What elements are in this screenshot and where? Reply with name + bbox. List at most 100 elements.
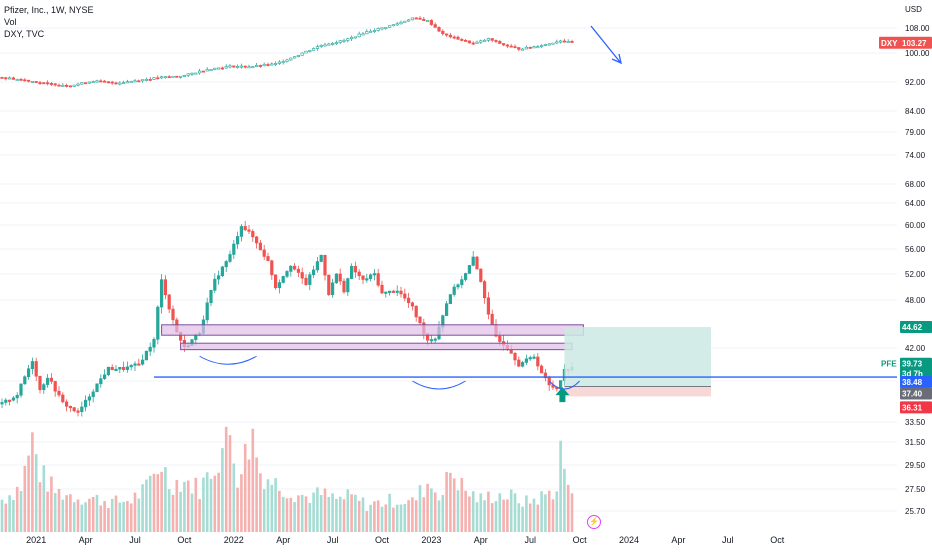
volume-bar [506, 499, 509, 532]
dxy-candle [479, 40, 483, 43]
dxy-candle [68, 85, 72, 88]
time-tick-label: 2022 [224, 535, 244, 545]
dxy-candle [422, 18, 426, 21]
pfe-candle [357, 271, 361, 277]
dxy-candle [338, 40, 342, 43]
price-tick-label: 64.00 [905, 199, 926, 208]
volume-bar [369, 504, 372, 532]
dxy-candle [239, 65, 244, 68]
dxy-candle [349, 36, 354, 40]
entry-badge-bg [900, 387, 932, 400]
dxy-candle [387, 25, 392, 28]
dxy-candle [61, 85, 65, 87]
dxy-candle [49, 83, 53, 85]
volume-bar [544, 494, 547, 532]
dxy-candle [285, 59, 289, 62]
dxy-candle [4, 77, 8, 80]
pfe-candle [270, 260, 274, 276]
pfe-candle [517, 359, 521, 367]
volume-bar [430, 488, 433, 532]
currency-label: USD [905, 5, 922, 14]
price-axis-bg [897, 0, 932, 550]
pfe-candle [114, 368, 118, 371]
pfe-candle [65, 401, 69, 407]
dxy-candle [281, 61, 285, 64]
price-tick-label: 108.00 [905, 24, 930, 33]
dxy-candle [175, 75, 179, 78]
dxy-candle [99, 80, 103, 83]
volume-bar [422, 497, 426, 532]
dxy-candle [65, 85, 69, 87]
legend-symbol: Pfizer, Inc., 1W, NYSE [4, 5, 94, 15]
volume-bar [532, 498, 536, 532]
volume-bar [285, 498, 289, 532]
dxy-candle [84, 82, 88, 85]
dxy-candle [209, 69, 213, 72]
time-tick-label: Jul [722, 535, 734, 545]
pfe-candle [403, 293, 407, 299]
volume-bar [361, 497, 365, 532]
volume-bar [46, 491, 49, 532]
volume-bar [392, 507, 395, 532]
volume-bar [84, 502, 87, 532]
price-tick-label: 79.00 [905, 128, 926, 137]
time-tick-label: Oct [177, 535, 192, 545]
target-badge-bg [900, 321, 932, 334]
time-tick-label: Oct [573, 535, 588, 545]
pfe-candle [292, 265, 297, 270]
dxy-candle [414, 17, 418, 20]
dxy-candle [486, 38, 491, 41]
volume-bar [255, 457, 258, 532]
volume-bar [300, 494, 304, 532]
lightning-icon[interactable]: ⚡ [587, 515, 601, 529]
dxy-candle [148, 79, 152, 81]
dxy-candle [76, 83, 80, 86]
volume-bar [464, 490, 467, 532]
pfe-candle [361, 275, 365, 280]
dxy-tag-bg [879, 36, 901, 49]
price-tick-label: 42.00 [905, 344, 926, 353]
legend-volume: Vol [4, 17, 17, 27]
dxy-candle [262, 64, 266, 67]
pfe-candle [137, 363, 141, 366]
pfe-candle [141, 359, 145, 365]
dxy-candle [399, 21, 403, 25]
dxy-candle [179, 75, 183, 78]
dxy-candle [194, 72, 198, 75]
pfe-candles [0, 220, 574, 417]
pfe-candle [53, 381, 57, 392]
volume-bar [53, 493, 57, 532]
pfe-candle [118, 367, 122, 370]
dxy-candle [11, 77, 15, 80]
dxy-candle [311, 48, 316, 51]
volume-bar [487, 491, 490, 532]
pfe-candle [255, 236, 259, 244]
volume-bar [525, 495, 528, 532]
pfe-candle [539, 365, 544, 374]
dxy-candle [26, 79, 31, 82]
volume-bar [221, 448, 224, 532]
volume-bar [61, 499, 65, 532]
volume-bar [297, 495, 300, 532]
pfe-candle [239, 226, 244, 237]
volume-bar [50, 476, 53, 532]
volume-bar [312, 492, 315, 532]
pfe-candle [160, 279, 164, 308]
dxy-candle [53, 83, 57, 86]
volume-bar [23, 465, 27, 532]
pfe-candle [144, 350, 149, 361]
pfe-candle [91, 391, 95, 398]
pfe-candle [471, 256, 475, 266]
pfe-candle [558, 380, 563, 390]
volume-bar [441, 495, 445, 532]
volume-bar [563, 468, 566, 532]
dxy-candle [224, 66, 228, 69]
dxy-candle [15, 79, 19, 81]
dxy-candle [296, 55, 301, 57]
rounded-bottom-arc [548, 380, 580, 390]
volume-bar [133, 492, 137, 532]
pfe-candle [365, 278, 369, 281]
volume-bar [42, 465, 46, 532]
